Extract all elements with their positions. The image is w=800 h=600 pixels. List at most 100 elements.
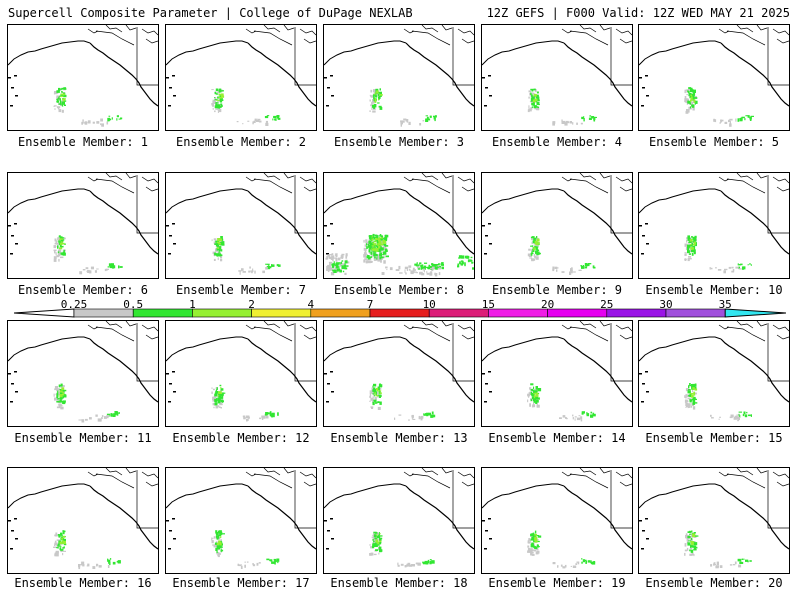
scp-field-light — [375, 94, 379, 96]
scp-field — [436, 264, 439, 266]
island — [8, 373, 11, 375]
scp-field-light — [556, 269, 558, 272]
arctic-islands — [561, 173, 632, 192]
scp-field-light — [328, 261, 332, 264]
scp-field-light — [417, 562, 421, 566]
scp-field-light — [736, 416, 739, 419]
scp-field-light — [535, 548, 539, 551]
scp-field — [414, 263, 418, 266]
scp-field-light — [254, 118, 257, 122]
island — [642, 383, 645, 385]
panel-caption: Ensemble Member: 8 — [333, 283, 465, 297]
scp-field-light — [382, 247, 386, 250]
scp-field — [372, 247, 374, 250]
scp-field-light — [561, 119, 563, 123]
scp-field — [116, 115, 119, 118]
scp-field — [372, 543, 376, 546]
scp-field — [532, 249, 535, 253]
scp-field-strong — [690, 94, 693, 97]
scp-field-strong — [59, 395, 62, 398]
scp-field-light — [559, 417, 562, 419]
scp-field — [530, 389, 534, 391]
scp-field-light — [400, 123, 402, 127]
scp-field-light — [531, 92, 534, 94]
scp-field-light — [243, 417, 246, 420]
scp-field-light — [530, 552, 533, 556]
scp-field — [459, 263, 463, 265]
scp-field-light — [211, 391, 213, 394]
scp-field-light — [107, 564, 110, 568]
island — [642, 87, 645, 89]
scp-field — [331, 264, 335, 268]
scp-field — [379, 88, 381, 91]
scp-field-light — [405, 119, 409, 122]
scp-field — [741, 558, 743, 560]
scp-field — [749, 118, 752, 121]
scp-field-light — [251, 271, 253, 274]
scp-field-light — [731, 266, 734, 269]
scp-field — [217, 393, 221, 396]
scp-field-light — [335, 257, 338, 261]
scp-field — [373, 387, 376, 390]
scp-field-light — [211, 540, 214, 544]
scp-field-light — [566, 417, 568, 420]
scp-field-strong — [60, 541, 62, 545]
scp-field-light — [684, 243, 688, 247]
scp-field-light — [572, 122, 574, 125]
scp-field-light — [372, 99, 374, 102]
scp-field — [434, 118, 436, 122]
coastline — [563, 42, 632, 107]
arctic-islands — [403, 468, 474, 487]
scp-field-light — [552, 121, 556, 124]
scp-field-strong — [374, 92, 376, 96]
scp-field — [738, 411, 742, 413]
scp-field-strong — [374, 392, 376, 396]
political-border — [253, 175, 316, 234]
scp-field-light — [373, 258, 377, 261]
scp-field-light — [719, 416, 721, 418]
scp-field-strong — [689, 239, 693, 242]
scp-field-strong — [371, 248, 376, 251]
scp-field — [215, 389, 217, 392]
scp-field — [220, 549, 224, 552]
scp-field — [537, 99, 540, 102]
coastline — [8, 483, 91, 509]
island — [645, 518, 648, 520]
scp-field-light — [55, 553, 59, 557]
scp-field — [217, 397, 221, 402]
scp-field-light — [213, 238, 217, 241]
scp-field-light — [82, 119, 84, 122]
scp-field — [431, 560, 435, 564]
scp-field-strong — [691, 541, 694, 545]
arctic-islands — [87, 321, 158, 340]
island — [324, 225, 327, 227]
scp-field-light — [212, 107, 214, 110]
scp-field — [587, 560, 591, 563]
scp-field — [419, 262, 422, 265]
scp-field — [118, 412, 120, 414]
scp-field — [220, 105, 223, 107]
scp-field — [692, 89, 696, 93]
panel-caption: Ensemble Member: 13 — [330, 431, 468, 445]
scp-field — [118, 265, 120, 269]
scp-field — [375, 245, 378, 247]
scp-field-light — [240, 565, 243, 569]
scp-field — [689, 549, 691, 552]
ensemble-map-panel — [638, 320, 790, 427]
scp-field-light — [557, 566, 559, 568]
scp-field — [380, 256, 384, 259]
scp-field-light — [411, 414, 414, 419]
scp-field — [536, 94, 539, 99]
scp-field-light — [371, 104, 373, 106]
scp-field — [457, 263, 460, 267]
scp-field-strong — [534, 98, 538, 102]
scp-field — [58, 235, 61, 238]
political-border — [411, 470, 474, 529]
island — [11, 87, 14, 89]
scp-field — [533, 538, 535, 543]
island — [489, 95, 492, 97]
scp-field — [692, 236, 696, 240]
scp-field — [533, 105, 537, 109]
colorbar-tick-label: 20 — [541, 300, 554, 311]
scp-field-light — [60, 550, 63, 553]
